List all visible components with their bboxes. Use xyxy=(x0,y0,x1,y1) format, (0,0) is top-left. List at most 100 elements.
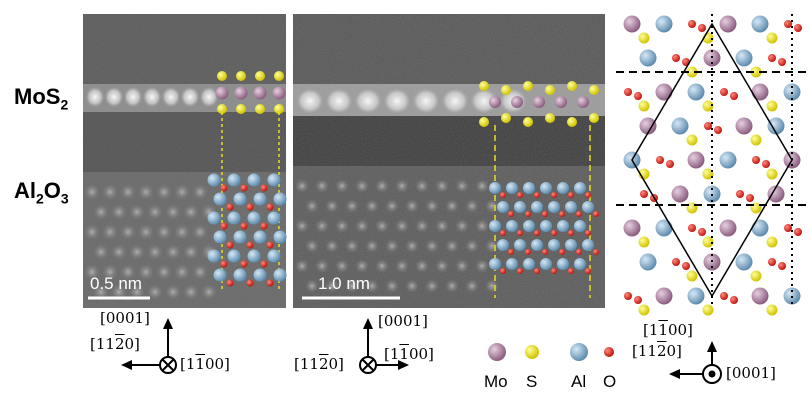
atom-al xyxy=(267,173,281,187)
atom-o xyxy=(688,224,696,232)
atom-o xyxy=(542,249,548,255)
atom-al xyxy=(531,201,543,213)
atom-o xyxy=(525,249,531,255)
atom-mo xyxy=(719,219,737,237)
atom-o xyxy=(551,230,557,236)
atom-o xyxy=(698,228,706,236)
atom-o xyxy=(720,88,728,96)
axis-right-up-label: [1100] xyxy=(643,321,693,339)
axis-gizmo-right xyxy=(669,341,722,384)
atom-al xyxy=(247,173,261,187)
atom-mo xyxy=(735,117,753,135)
atom-al xyxy=(227,211,241,225)
atom-o xyxy=(226,203,234,211)
atom-o xyxy=(720,292,728,300)
atom-o xyxy=(576,249,582,255)
atom-s xyxy=(501,113,511,123)
atom-mo xyxy=(751,83,769,101)
atom-al xyxy=(273,192,287,206)
atom-al xyxy=(639,49,657,67)
atom-s xyxy=(567,117,577,127)
atom-o xyxy=(260,260,268,268)
atom-o xyxy=(517,230,523,236)
atom-o xyxy=(260,184,268,192)
axis-middle-right-label: [1100] xyxy=(384,345,434,363)
atom-o xyxy=(656,156,664,164)
atom-o xyxy=(794,24,802,32)
atom-model-middle xyxy=(479,81,599,298)
atom-o xyxy=(624,292,632,300)
atom-s xyxy=(686,134,698,146)
atom-al xyxy=(574,220,586,232)
atom-mo xyxy=(623,219,641,237)
mos2-label: MoS2 xyxy=(14,84,69,113)
atom-al xyxy=(213,268,227,282)
atom-o xyxy=(730,92,738,100)
atom-mo xyxy=(533,96,545,108)
atom-o xyxy=(672,54,680,62)
atom-al xyxy=(540,182,552,194)
atom-o xyxy=(220,222,228,230)
atom-o xyxy=(768,54,776,62)
atom-al xyxy=(523,258,535,270)
legend-al-swatch xyxy=(570,343,588,361)
atom-al xyxy=(253,192,267,206)
atom-al xyxy=(574,182,586,194)
axis-right-left-label: [1120] xyxy=(632,342,682,360)
atom-al xyxy=(207,249,221,263)
atom-o xyxy=(508,211,514,217)
atom-al xyxy=(557,258,569,270)
atom-o xyxy=(559,211,565,217)
atom-al xyxy=(227,249,241,263)
atom-o xyxy=(634,296,642,304)
atom-al xyxy=(489,182,501,194)
atom-o xyxy=(551,268,557,274)
atom-al xyxy=(639,253,657,271)
axis-gizmo-left xyxy=(121,318,177,374)
atom-mo xyxy=(671,185,689,203)
legend-s-swatch xyxy=(525,345,539,359)
atom-o xyxy=(226,241,234,249)
atom-mo xyxy=(655,287,673,305)
atom-s xyxy=(479,81,489,91)
atom-o xyxy=(534,192,540,198)
atom-o xyxy=(260,222,268,230)
atom-al xyxy=(497,239,509,251)
atom-al xyxy=(253,268,267,282)
atom-o xyxy=(500,230,506,236)
atom-s xyxy=(567,81,577,91)
stem-image-left xyxy=(83,14,286,308)
atom-s xyxy=(523,117,533,127)
atom-s xyxy=(766,32,778,44)
atom-s xyxy=(766,100,778,112)
atom-al xyxy=(523,182,535,194)
axis-left-up-label: [0001] xyxy=(100,309,150,327)
atom-o xyxy=(794,228,802,236)
atom-o xyxy=(517,268,523,274)
atom-o xyxy=(517,192,523,198)
atom-o xyxy=(704,122,712,130)
atom-mo xyxy=(511,96,523,108)
atom-mo xyxy=(687,151,705,169)
atom-al xyxy=(213,230,227,244)
atom-al xyxy=(523,220,535,232)
atom-mo xyxy=(719,15,737,33)
atom-s xyxy=(638,236,650,248)
atom-mo xyxy=(623,15,641,33)
atom-s xyxy=(589,85,599,95)
atom-o xyxy=(266,203,274,211)
atom-s xyxy=(766,304,778,316)
atom-s xyxy=(686,66,698,78)
atom-al xyxy=(574,258,586,270)
atom-mo xyxy=(234,86,248,100)
atom-al xyxy=(213,192,227,206)
atom-o xyxy=(778,262,786,270)
atom-s xyxy=(702,304,714,316)
atom-o xyxy=(500,268,506,274)
atom-al xyxy=(207,211,221,225)
atom-s xyxy=(702,236,714,248)
atom-mo xyxy=(639,117,657,135)
atom-o xyxy=(784,224,792,232)
axis-gizmo-middle xyxy=(359,318,409,374)
atom-o xyxy=(784,20,792,28)
